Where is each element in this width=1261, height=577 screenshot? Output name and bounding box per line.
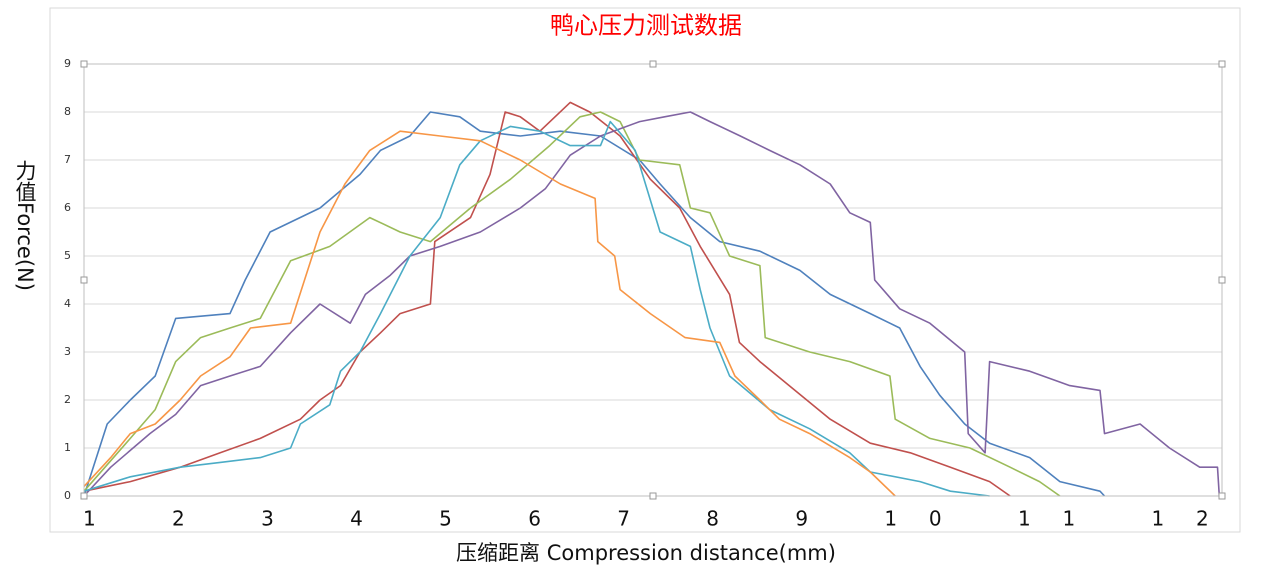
x-axis-label: 压缩距离 Compression distance(mm) — [456, 541, 836, 565]
y-tick-label: 1 — [64, 441, 71, 454]
series-line — [83, 111, 1221, 497]
handle — [80, 60, 88, 68]
x-tick-label: 9 — [795, 507, 808, 531]
x-tick-label: 4 — [350, 507, 363, 531]
handle — [1218, 276, 1226, 284]
handle — [649, 492, 657, 500]
y-tick-label: 0 — [64, 489, 71, 502]
y-tick-label: 4 — [64, 297, 71, 310]
y-tick-label: 9 — [64, 57, 71, 70]
plot-frame — [83, 63, 1223, 497]
x-tick-label: 8 — [706, 507, 719, 531]
x-tick-label: 7 — [617, 507, 630, 531]
handle — [1218, 492, 1226, 500]
handle — [80, 492, 88, 500]
x-tick-label: 1 — [884, 507, 897, 531]
series-line — [83, 130, 896, 497]
x-tick-label: 5 — [439, 507, 452, 531]
grid — [84, 63, 1222, 497]
chart-title: 鸭心压力测试数据 — [550, 12, 742, 40]
chart-area — [49, 7, 1241, 533]
y-tick-label: 8 — [64, 105, 71, 118]
x-tick-label: 2 — [172, 507, 185, 531]
handle — [1218, 60, 1226, 68]
handle — [649, 60, 657, 68]
handle — [80, 276, 88, 284]
x-tick-label: 0 — [929, 507, 942, 531]
y-tick-label: 3 — [64, 345, 71, 358]
series-line — [83, 111, 1061, 497]
x-tick-label: 1 — [1018, 507, 1031, 531]
y-axis-label: 力值Force(N) — [13, 160, 37, 291]
x-tick-label: 3 — [261, 507, 274, 531]
series-line — [83, 120, 990, 497]
plot — [83, 101, 1221, 497]
y-tick-label: 6 — [64, 201, 71, 214]
y-tick-label: 2 — [64, 393, 71, 406]
x-tick-label: 6 — [528, 507, 541, 531]
y-tick-label: 7 — [64, 153, 71, 166]
x-tick-label: 2 — [1196, 507, 1209, 531]
selection-handles — [80, 60, 1226, 500]
y-tick-label: 5 — [64, 249, 71, 262]
series-line — [83, 101, 1011, 497]
x-tick-label: 1 — [1062, 507, 1075, 531]
x-tick-label: 1 — [1152, 507, 1165, 531]
x-tick-label: 1 — [83, 507, 96, 531]
